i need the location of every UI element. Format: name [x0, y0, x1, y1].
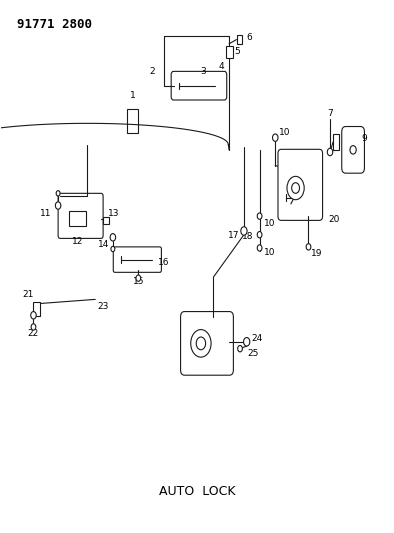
Circle shape [110, 233, 115, 241]
Circle shape [306, 244, 311, 250]
Bar [333, 134, 338, 150]
Circle shape [196, 337, 206, 350]
Circle shape [56, 202, 61, 209]
Circle shape [350, 146, 356, 154]
Text: 9: 9 [361, 134, 367, 143]
Bar [236, 35, 242, 44]
Text: 22: 22 [28, 329, 39, 338]
FancyBboxPatch shape [180, 312, 233, 375]
Text: 16: 16 [158, 258, 169, 266]
Circle shape [327, 148, 333, 156]
Text: 20: 20 [328, 215, 340, 224]
Circle shape [238, 345, 242, 352]
FancyBboxPatch shape [342, 126, 364, 173]
FancyBboxPatch shape [113, 247, 162, 272]
Bar [69, 212, 86, 226]
Text: 2: 2 [149, 67, 155, 76]
Circle shape [273, 134, 278, 141]
Circle shape [257, 245, 262, 251]
Text: 25: 25 [248, 350, 259, 359]
Text: 7: 7 [327, 109, 333, 118]
Text: 15: 15 [132, 277, 144, 286]
Text: 14: 14 [98, 240, 109, 249]
Text: AUTO  LOCK: AUTO LOCK [159, 486, 235, 498]
Circle shape [241, 227, 247, 235]
Text: 10: 10 [264, 219, 275, 228]
Text: 24: 24 [251, 334, 262, 343]
Text: 10: 10 [279, 128, 291, 138]
Text: 8: 8 [342, 127, 348, 136]
Text: 1: 1 [130, 91, 135, 100]
Circle shape [136, 275, 141, 281]
Bar [104, 217, 109, 223]
Bar [33, 302, 40, 316]
Text: 21: 21 [22, 290, 33, 299]
Bar [225, 46, 232, 58]
Circle shape [56, 191, 60, 196]
Text: 23: 23 [97, 302, 109, 311]
FancyBboxPatch shape [278, 149, 323, 220]
Circle shape [31, 324, 36, 330]
Text: 17: 17 [228, 231, 239, 240]
Circle shape [191, 329, 211, 357]
Text: 18: 18 [242, 232, 254, 241]
Text: 10: 10 [264, 248, 275, 257]
Bar [127, 109, 138, 133]
Text: 11: 11 [40, 209, 52, 218]
Circle shape [111, 246, 115, 252]
Circle shape [243, 337, 250, 346]
Text: 3: 3 [200, 67, 206, 76]
Text: 91771 2800: 91771 2800 [17, 18, 92, 31]
Text: 4: 4 [219, 62, 225, 70]
Text: 6: 6 [246, 33, 252, 42]
Text: 5: 5 [234, 47, 240, 56]
FancyBboxPatch shape [58, 193, 103, 238]
Circle shape [257, 213, 262, 219]
Circle shape [292, 183, 299, 193]
Circle shape [257, 231, 262, 238]
FancyBboxPatch shape [171, 71, 227, 100]
Text: 19: 19 [310, 249, 322, 258]
Text: 13: 13 [108, 209, 119, 218]
Text: 12: 12 [72, 237, 84, 246]
Circle shape [31, 312, 36, 319]
Circle shape [287, 176, 304, 200]
